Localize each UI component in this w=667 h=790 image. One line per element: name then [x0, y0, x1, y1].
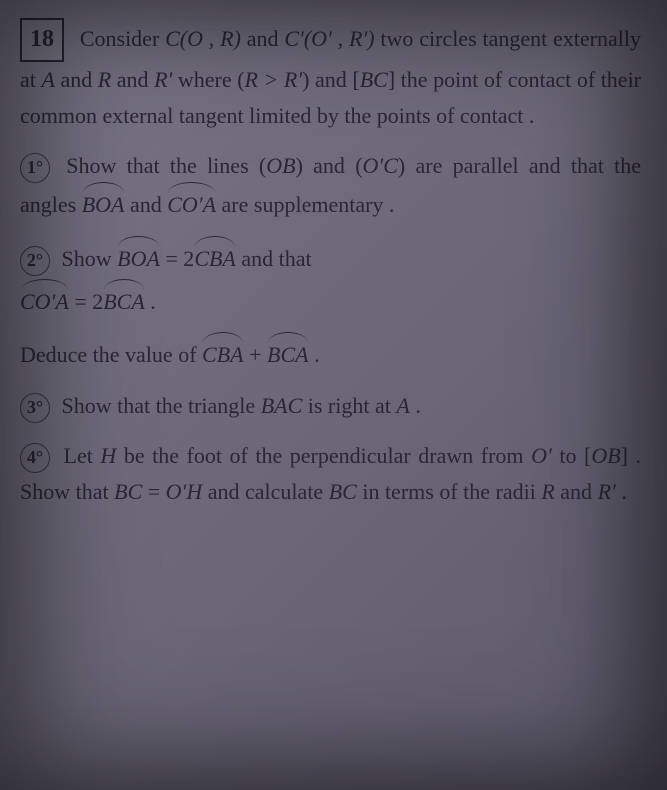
q4-eq: = [142, 479, 165, 504]
q3-t2: is right at [302, 393, 396, 418]
problem-intro: 18 Consider C(O , R) and C′(O′ , R′) two… [20, 18, 641, 134]
q2-boa: BOA [117, 238, 160, 277]
question-2-deduce: Deduce the value of CBA + BCA . [20, 334, 641, 373]
q2-cba: CBA [194, 238, 236, 277]
intro-text-6: and [55, 67, 98, 92]
q1-oc: O′C [363, 153, 398, 178]
q4-bc2: BC [329, 479, 357, 504]
q2-ded1: Deduce the value of [20, 342, 202, 367]
q3-bac: BAC [261, 393, 303, 418]
q1-ob: OB [266, 153, 295, 178]
question-1: 1° Show that the lines (OB) and (O′C) ar… [20, 148, 641, 224]
q1-t1: Show that the lines ( [66, 153, 266, 178]
intro-text-12: ) and [ [302, 67, 360, 92]
page-content: 18 Consider C(O , R) and C′(O′ , R′) two… [0, 0, 667, 543]
q4-oh: O′H [166, 479, 203, 504]
intro-text-10: where ( [172, 67, 244, 92]
q4-dot: . [616, 479, 627, 504]
q4-t6: in terms of the radii [357, 479, 542, 504]
intro-sym-1: C(O , R) [165, 26, 241, 51]
q4-op: O′ [531, 443, 552, 468]
q2-eq2: = 2 [69, 289, 103, 314]
q4-rp: R′ [598, 479, 616, 504]
intro-text-0: Consider [80, 26, 165, 51]
q2-t1: Show [62, 246, 118, 271]
q4-r: R [541, 479, 554, 504]
intro-sym-9: R′ [154, 67, 172, 92]
q2-eq1: = 2 [160, 246, 194, 271]
q1-t5: are supplementary . [216, 192, 394, 217]
q4-t7: and [555, 479, 598, 504]
intro-sym-13: BC [360, 67, 388, 92]
q2-dot: . [145, 289, 156, 314]
q4-t3: to [ [552, 443, 592, 468]
q3-dot: . [410, 393, 421, 418]
q2-bca2: BCA [267, 334, 309, 373]
question-2-line2: CO′A = 2BCA . [20, 281, 641, 320]
intro-sym-3: C′(O′ , R′) [284, 26, 374, 51]
question-4: 4° Let H be the foot of the perpendicula… [20, 438, 641, 511]
q4-h: H [100, 443, 116, 468]
q2-number: 2° [20, 246, 50, 276]
q4-ob: OB [591, 443, 620, 468]
q4-number: 4° [20, 443, 50, 473]
intro-sym-7: R [98, 67, 111, 92]
q3-number: 3° [20, 393, 50, 423]
q4-t5: and calculate [202, 479, 328, 504]
q3-a: A [396, 393, 409, 418]
q1-number: 1° [20, 153, 50, 183]
q4-t1: Let [64, 443, 101, 468]
q2-plus: + [244, 342, 267, 367]
intro-sym-5: A [41, 67, 54, 92]
q2-cba2: CBA [202, 334, 244, 373]
q1-angle-boa: BOA [82, 184, 125, 223]
question-2-line1: 2° Show BOA = 2CBA and that [20, 238, 641, 277]
q2-dot2: . [309, 342, 320, 367]
intro-text-2: and [241, 26, 284, 51]
q3-t1: Show that the triangle [62, 393, 261, 418]
q4-t2: be the foot of the perpendicular drawn f… [116, 443, 531, 468]
intro-sym-11: R > R′ [245, 67, 303, 92]
q2-coa: CO′A [20, 281, 69, 320]
q2-bca: BCA [103, 281, 145, 320]
question-3: 3° Show that the triangle BAC is right a… [20, 388, 641, 424]
q4-bc: BC [114, 479, 142, 504]
q1-t4: and [124, 192, 167, 217]
q2-t2: and that [236, 246, 312, 271]
problem-number-box: 18 [20, 18, 64, 62]
q1-t2: ) and ( [296, 153, 363, 178]
intro-text-8: and [111, 67, 154, 92]
q1-angle-coa: CO′A [167, 184, 216, 223]
